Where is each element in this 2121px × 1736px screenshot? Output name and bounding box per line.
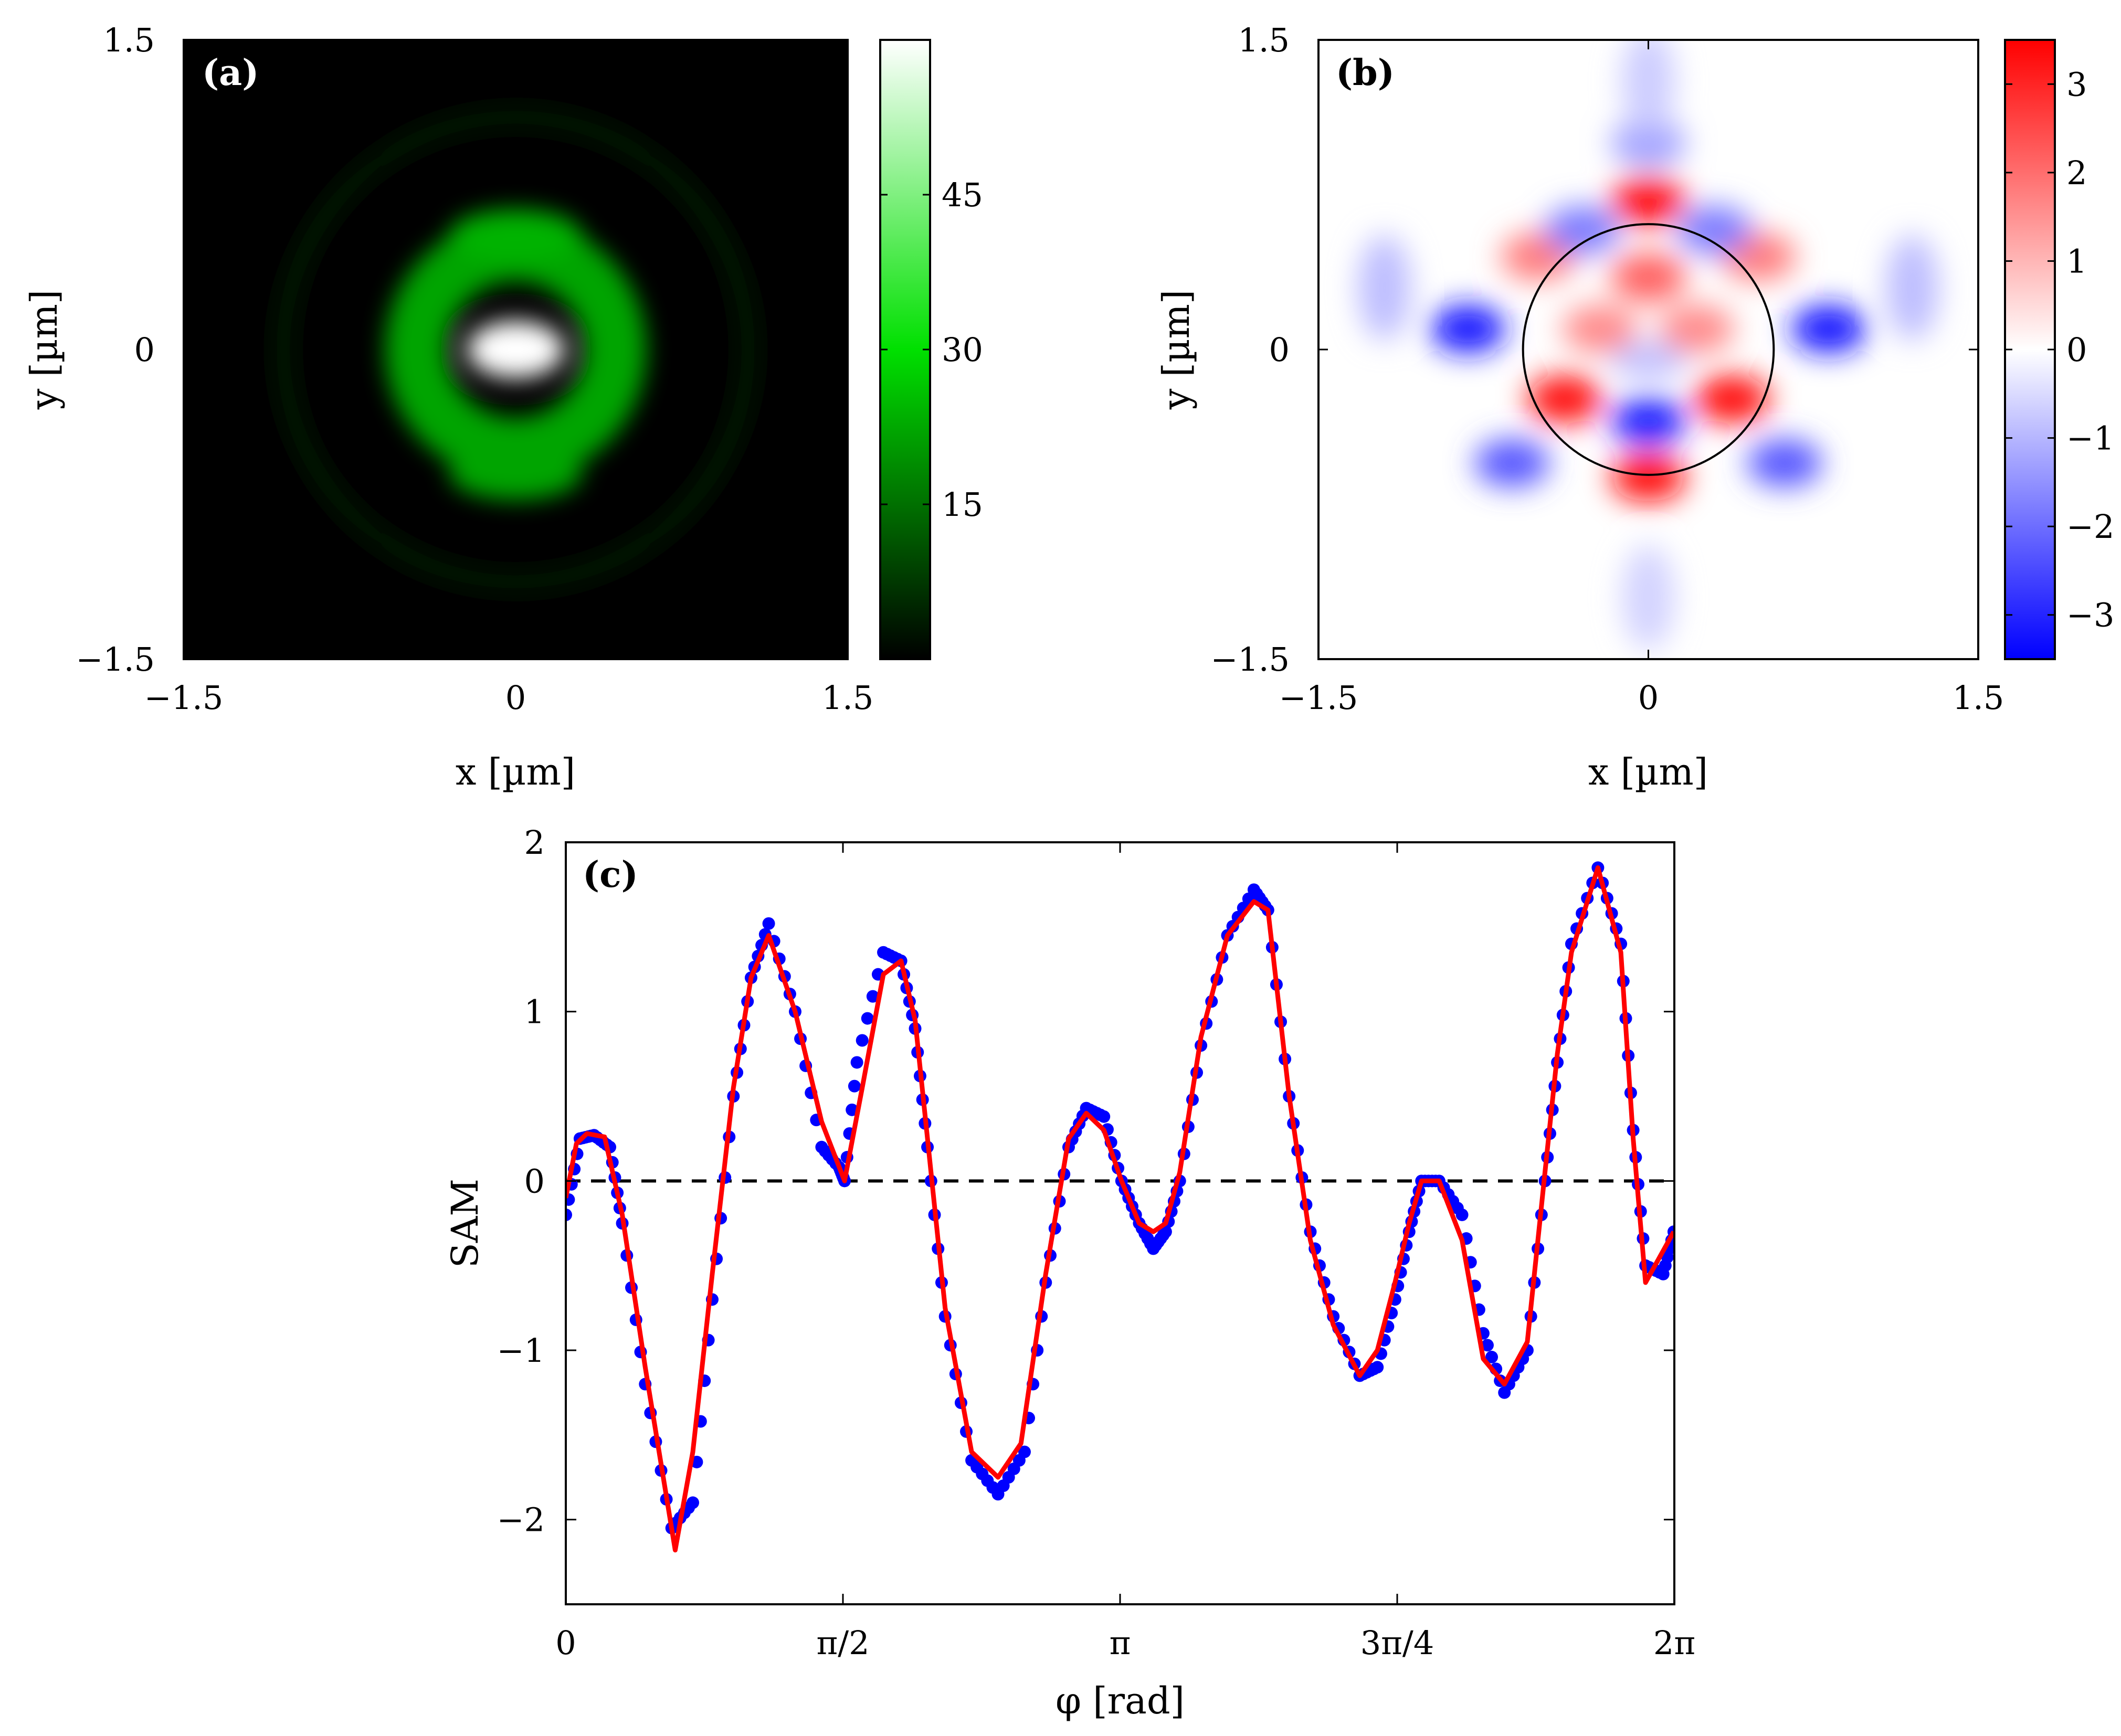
plot-c-data-point	[866, 990, 879, 1003]
colorbar-a-tick-label-2: 15	[942, 485, 983, 524]
plot-c-data-point	[848, 1079, 861, 1093]
heatmap-b-ticks: −1.5 0 1.5 1.5 0 −1.5	[1210, 21, 2004, 717]
plot-c-xtick-label-0: 0	[555, 1624, 576, 1662]
plot-c-data-point	[1485, 1350, 1499, 1363]
heatmap-b-blob-6	[1611, 253, 1686, 302]
heatmap-b-blob-16	[1747, 439, 1822, 488]
heatmap-b-blob-15	[1474, 439, 1549, 488]
heatmap-b-blob-20	[1622, 40, 1675, 134]
colorbar-a-ticks: 45 30 15	[880, 176, 983, 524]
heatmap-b-ytick-label-0: 1.5	[1238, 21, 1290, 59]
heatmap-b-blob-11	[1611, 397, 1686, 446]
plot-c-data-point	[1098, 1110, 1111, 1123]
colorbar-b	[2004, 39, 2056, 660]
heatmap-a-xtick-label-2: 1.5	[822, 679, 874, 717]
panel-b-label: (b)	[1336, 52, 1395, 94]
heatmap-b-ytick-label-1: 0	[1269, 331, 1290, 369]
heatmap-b-ytick-label-2: −1.5	[1210, 640, 1290, 679]
heatmap-a-feature-4	[274, 108, 757, 591]
heatmap-b-blob-21	[1622, 544, 1675, 650]
heatmap-a-ytick-label-1: 0	[134, 331, 155, 369]
colorbar-b-tick-label-4: −1	[2066, 419, 2114, 458]
plot-c-data	[566, 861, 1674, 1553]
plot-c-data-point	[762, 917, 775, 930]
plot-c-data-point	[1018, 1445, 1031, 1458]
plot-c-ticks: 0 π/2 π 3π/4 2π 2 1 0 −1 −2	[497, 823, 1696, 1662]
plot-c-data-point	[566, 1208, 572, 1221]
heatmap-b-blob-12	[1545, 205, 1620, 254]
panel-a-label: (a)	[202, 52, 259, 94]
heatmap-b-xtick-label-0: −1.5	[1279, 679, 1358, 717]
heatmap-b-blob-18	[1358, 235, 1411, 341]
plot-c-data-point	[1455, 1208, 1469, 1221]
heatmap-b-blob-14	[1611, 119, 1686, 167]
heatmap-b-blob-10	[1791, 304, 1866, 353]
plot-c-ytick-label-1: 1	[524, 993, 545, 1031]
panel-a: −1.5 0 1.5 1.5 0 −1.5 (a) x [µm] y [µm] 45 30 1…	[23, 21, 983, 793]
plot-c-data-point	[856, 1034, 869, 1047]
plot-c-ylabel: SAM	[444, 1179, 487, 1268]
plot-c-ytick-label-2: 0	[524, 1162, 545, 1200]
plot-c-fit-line	[566, 865, 1674, 1553]
heatmap-a-field	[274, 108, 757, 591]
colorbar-b-tick-label-2: 1	[2066, 242, 2087, 280]
plot-c-xtick-label-1: π/2	[816, 1624, 869, 1662]
plot-c-data-point	[1159, 1225, 1172, 1239]
heatmap-a-ytick-label-0: 1.5	[103, 21, 155, 59]
heatmap-b-circle	[1522, 223, 1775, 476]
colorbar-a-tick-label-1: 30	[942, 331, 983, 369]
heatmap-a-xlabel: x [µm]	[456, 750, 575, 793]
plot-c-data-point	[850, 1056, 863, 1069]
colorbar-b-tick-label-0: 3	[2066, 65, 2087, 103]
plot-c-xtick-label-3: 3π/4	[1360, 1624, 1434, 1662]
heatmap-b-xtick-label-2: 1.5	[1953, 679, 2004, 717]
colorbar-b-tick-label-5: −2	[2066, 507, 2114, 546]
plot-c-data-point	[687, 1496, 700, 1509]
panel-c-label: (c)	[583, 854, 638, 896]
heatmap-b-blob-1	[1611, 453, 1686, 502]
colorbar-b-tick-label-3: 0	[2066, 331, 2087, 369]
heatmap-b-field	[1358, 40, 1939, 650]
heatmap-b-blob-0	[1611, 176, 1686, 225]
plot-c-ytick-label-0: 2	[524, 823, 545, 862]
heatmap-b-blob-17	[1611, 342, 1686, 378]
plot-c-background	[566, 842, 1674, 1604]
plot-c-data-point	[1371, 1361, 1384, 1374]
panel-b: −1.5 0 1.51.50−1.5 (b) x [µm] y [µm] 3210−…	[1155, 21, 2114, 793]
heatmap-b-xtick-label-1: 0	[1638, 679, 1659, 717]
heatmap-b-blob-8	[1659, 304, 1734, 353]
heatmap-a-feature-2	[449, 209, 582, 263]
heatmap-b-blob-7	[1563, 304, 1638, 353]
plot-c-xtick-label-2: π	[1110, 1624, 1131, 1662]
heatmap-b-blob-3	[1694, 375, 1769, 424]
plot-c-ytick-label-4: −2	[497, 1501, 545, 1539]
heatmap-a-ticks: −1.5 0 1.5 1.5 0 −1.5	[76, 21, 873, 717]
plot-c-xtick-label-4: 2π	[1653, 1624, 1695, 1662]
plot-c-ytick-label-3: −1	[497, 1331, 545, 1370]
colorbar-b-tick-label-6: −3	[2066, 596, 2114, 634]
heatmap-b-blob-19	[1886, 235, 1939, 341]
heatmap-a-ylabel: y [µm]	[23, 290, 66, 410]
colorbar-a	[879, 39, 931, 660]
heatmap-b-ylabel: y [µm]	[1155, 290, 1198, 410]
colorbar-b-ticks: 3 2 1 0 −1 −2 −3	[2005, 65, 2114, 634]
heatmap-b-xlabel: x [µm]	[1588, 750, 1708, 793]
heatmap-a-feature-3	[449, 447, 582, 500]
plot-c-data-point	[1481, 1339, 1494, 1352]
heatmap-a-ytick-label-2: −1.5	[76, 640, 155, 679]
heatmap-a-xtick-label-1: 0	[505, 679, 526, 717]
colorbar-b-tick-label-1: 2	[2066, 154, 2087, 192]
plot-c-data-point	[861, 1012, 874, 1025]
panel-c: 0 π/2 π 3π/4 2π 2 1 0 −1 −2 (c) φ [rad] SAM	[444, 823, 1695, 1722]
heatmap-a-feature-0	[467, 321, 565, 378]
heatmap-a-xtick-label-0: −1.5	[144, 679, 224, 717]
heatmap-b-blob-9	[1430, 304, 1506, 353]
colorbar-a-tick-label-0: 45	[942, 176, 983, 214]
heatmap-b-blob-13	[1676, 205, 1752, 254]
plot-c-xlabel: φ [rad]	[1056, 1679, 1185, 1722]
heatmap-b-blob-2	[1527, 375, 1602, 424]
